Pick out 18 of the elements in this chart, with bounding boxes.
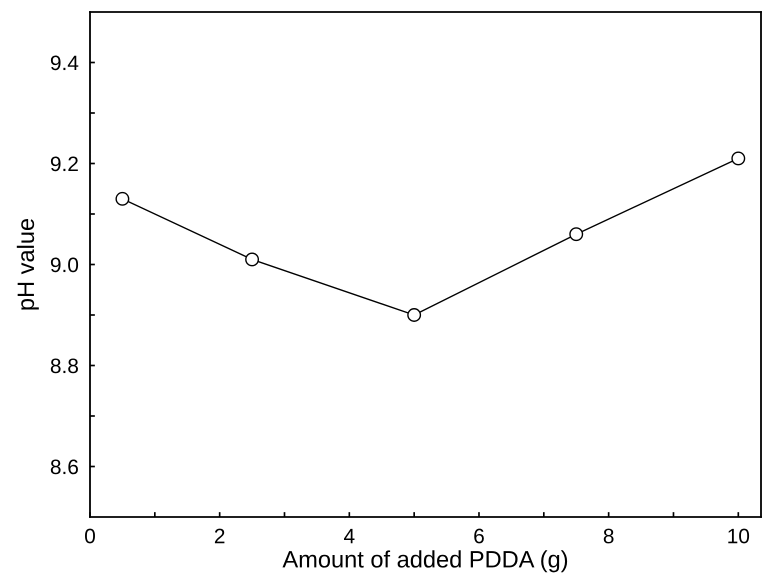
y-tick-label: 9.4 — [50, 56, 78, 70]
x-tick-label: 2 — [214, 528, 224, 544]
point — [115, 192, 130, 206]
y-tick-label: 9.2 — [50, 156, 78, 172]
point — [245, 252, 260, 266]
point — [407, 308, 422, 322]
y-tick-label: 8.6 — [50, 460, 78, 474]
point — [569, 227, 584, 242]
x-tick-label: 6 — [474, 528, 484, 544]
y-tick-label: 8.8 — [50, 358, 78, 374]
x-tick-label: 8 — [604, 528, 614, 544]
point — [731, 152, 746, 166]
y-axis-title: pH value — [16, 218, 39, 310]
y-tick-label: 9.0 — [50, 258, 78, 272]
x-tick-label: 0 — [85, 528, 95, 544]
x-tick-label: 4 — [344, 528, 355, 544]
x-tick-label: 10 — [728, 528, 750, 544]
x-axis-title: Amount of added PDDA (g) — [282, 550, 568, 572]
